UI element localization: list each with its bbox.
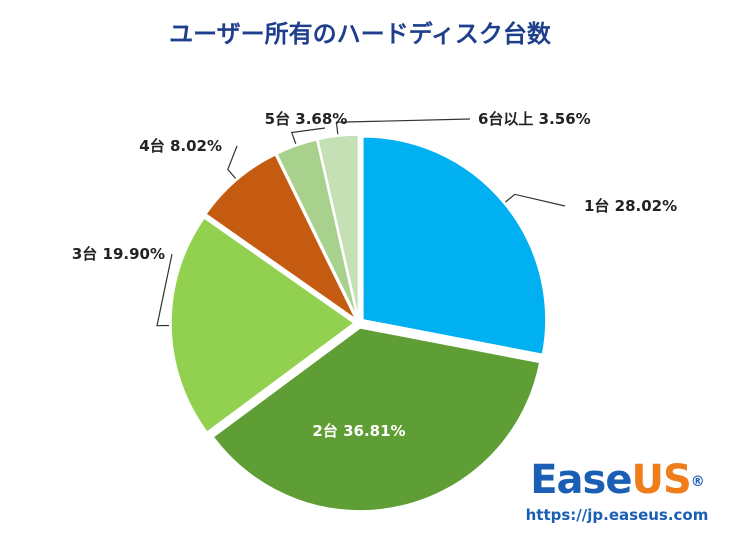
- pie-slice: [316, 134, 360, 319]
- pie-slice: [362, 136, 547, 356]
- slice-label: 3台 19.90%: [72, 245, 165, 263]
- slice-label: 1台 28.02%: [584, 197, 677, 215]
- leader-line: [290, 127, 326, 145]
- leader-line: [156, 253, 173, 327]
- brand-url[interactable]: https://jp.easeus.com: [525, 506, 709, 524]
- leader-line: [505, 193, 566, 207]
- slice-label: 6台以上 3.56%: [478, 110, 591, 128]
- easeus-logo: EaseUS®: [530, 457, 705, 503]
- brand-block: EaseUS® https://jp.easeus.com: [512, 458, 722, 524]
- slice-labels: 1台 28.02% 2台 36.81% 3台 19.90% 4台 8.02% 5台 3.…: [72, 110, 677, 440]
- leader-line: [227, 145, 238, 179]
- slice-label: 2台 36.81%: [312, 422, 405, 440]
- pie-slice: [212, 327, 541, 512]
- chart-title: ユーザー所有のハードディスク台数: [169, 20, 551, 48]
- pie-slices: [170, 134, 547, 512]
- pie-slice: [170, 216, 356, 434]
- leader-lines: [156, 118, 566, 327]
- slice-label: 5台 3.68%: [265, 110, 348, 128]
- pie-slice: [275, 138, 359, 319]
- leader-line: [335, 118, 471, 135]
- pie-slice: [204, 153, 357, 320]
- slice-label: 4台 8.02%: [139, 137, 222, 155]
